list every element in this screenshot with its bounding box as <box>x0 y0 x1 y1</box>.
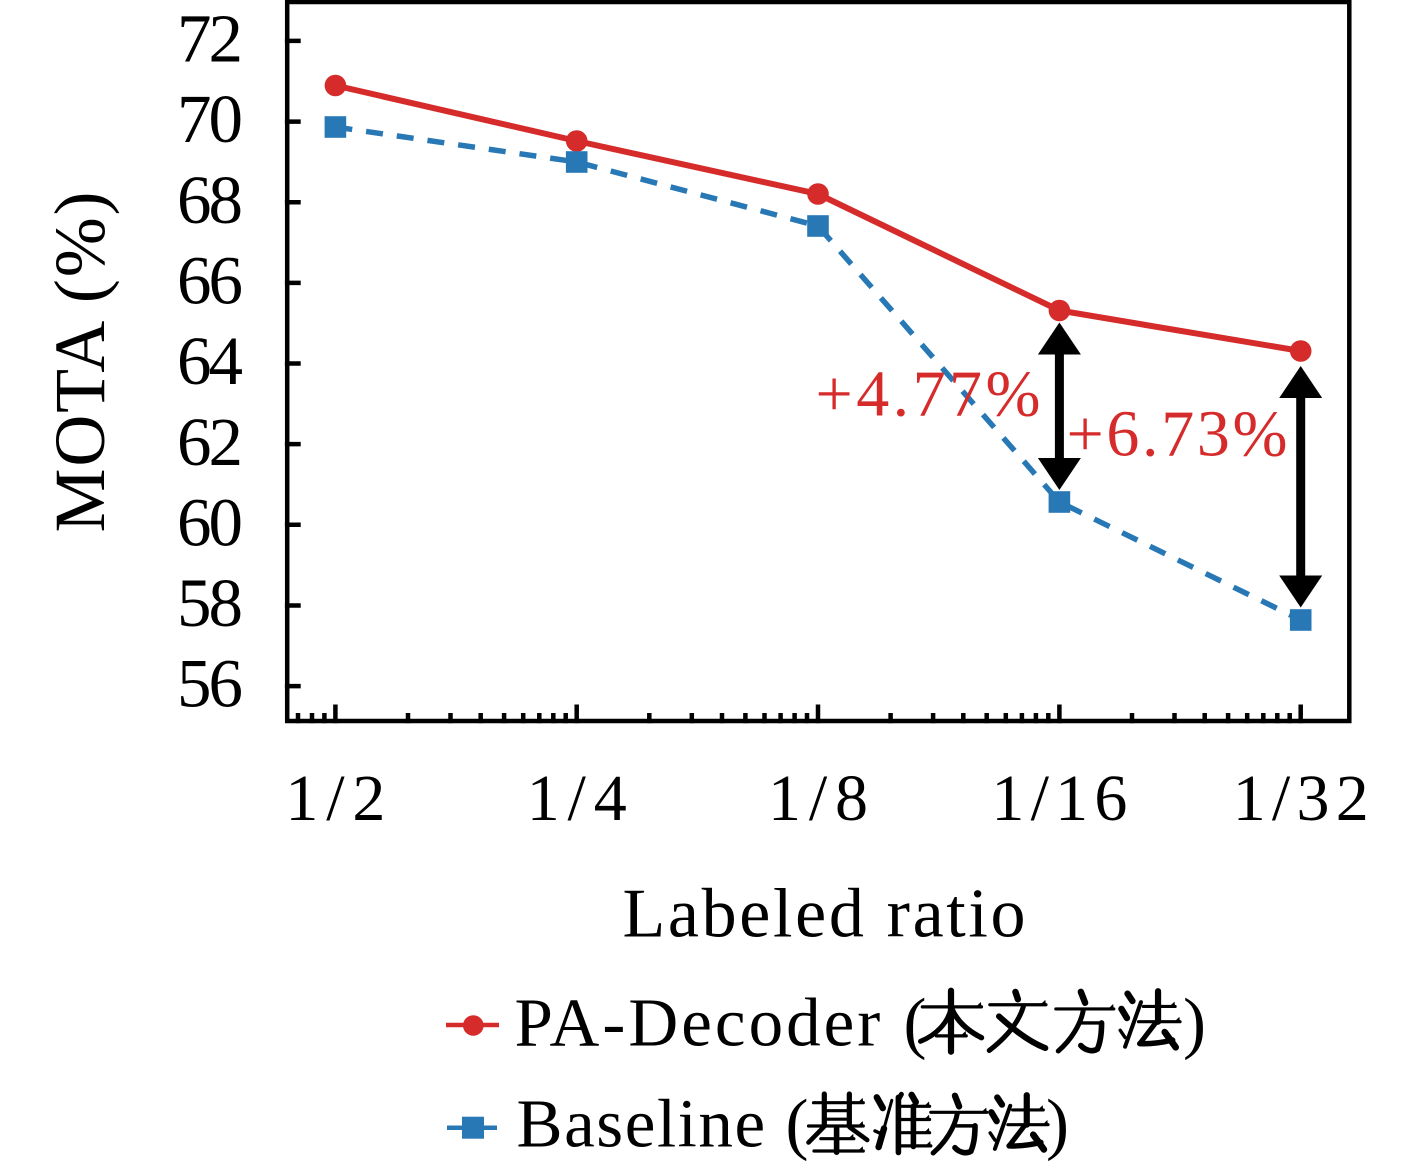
svg-text:64: 64 <box>177 323 243 399</box>
svg-text:PA-Decoder (: PA-Decoder ( <box>515 985 927 1061</box>
svg-text:60: 60 <box>177 484 243 560</box>
svg-text:+6.73%: +6.73% <box>1067 398 1288 471</box>
svg-text:70: 70 <box>177 81 243 157</box>
svg-text:): ) <box>1046 1086 1069 1162</box>
svg-text:72: 72 <box>177 1 243 77</box>
svg-text:1/4: 1/4 <box>527 762 627 835</box>
svg-text:62: 62 <box>177 404 243 480</box>
svg-text:58: 58 <box>177 565 243 641</box>
svg-text:1/8: 1/8 <box>768 762 868 835</box>
svg-text:): ) <box>1183 985 1206 1061</box>
svg-text:Labeled ratio: Labeled ratio <box>623 876 1026 953</box>
svg-text:56: 56 <box>177 646 243 722</box>
svg-text:Baseline (: Baseline ( <box>517 1086 809 1162</box>
svg-text:68: 68 <box>177 162 243 238</box>
svg-text:1/16: 1/16 <box>991 762 1127 835</box>
svg-text:66: 66 <box>177 243 243 319</box>
svg-text:+4.77%: +4.77% <box>816 358 1041 431</box>
svg-text:1/2: 1/2 <box>285 762 385 835</box>
svg-text:MOTA (%): MOTA (%) <box>40 192 120 533</box>
svg-text:1/32: 1/32 <box>1233 762 1369 835</box>
